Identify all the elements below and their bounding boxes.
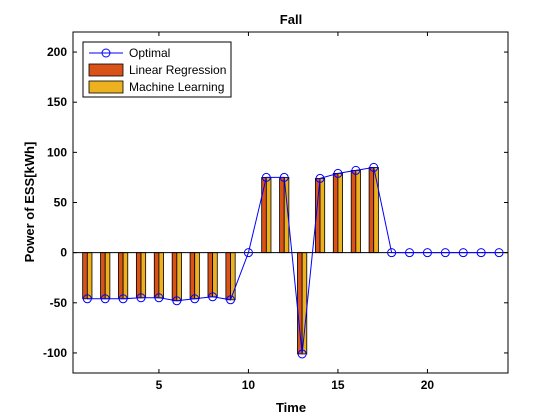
optimal-marker (458, 248, 468, 258)
linear-regression-bar (118, 252, 124, 300)
legend-label: Optimal (129, 46, 170, 60)
optimal-marker (118, 294, 128, 304)
y-tick-labels: -100 -50 0 50 100 150 200 (43, 45, 67, 360)
optimal-marker (351, 165, 361, 175)
legend-optimal-marker (101, 48, 111, 58)
machine-learning-bar (176, 252, 182, 302)
optimal-marker (476, 248, 486, 258)
machine-learning-bar (194, 252, 200, 300)
optimal-marker (208, 292, 218, 302)
y-tick-label: 0 (60, 246, 67, 260)
optimal-marker (100, 294, 110, 304)
machine-learning-bar (104, 252, 111, 300)
legend-machine-learning-swatch (88, 80, 124, 94)
chart-title: Fall (280, 12, 302, 27)
machine-learning-bar (212, 252, 218, 298)
machine-learning-bar (355, 170, 361, 254)
legend-linear-regression-swatch (88, 63, 124, 77)
optimal-marker (226, 295, 236, 305)
optimal-marker (369, 162, 379, 172)
linear-regression-bar (368, 166, 375, 254)
linear-regression-bar (207, 252, 214, 298)
x-tick-label: 20 (421, 378, 435, 392)
x-tick-label: 5 (156, 378, 163, 392)
optimal-marker (243, 248, 253, 258)
optimal-marker (315, 173, 325, 183)
linear-regression-bar (225, 252, 231, 301)
legend: Optimal Linear Regression Machine Learning (82, 41, 232, 98)
linear-regression-bar (189, 252, 196, 300)
x-axis-title: Time (276, 400, 306, 415)
y-axis-title: Power of ESS[kWh] (22, 142, 37, 263)
x-tick-label: 15 (331, 378, 345, 392)
y-tick-label: -50 (50, 296, 68, 310)
optimal-marker (154, 293, 164, 303)
y-tick-label: -100 (43, 346, 67, 360)
optimal-marker (172, 296, 182, 306)
optimal-marker (422, 248, 432, 258)
machine-learning-bar (140, 252, 147, 299)
optimal-marker (387, 248, 397, 258)
linear-regression-bar (153, 252, 160, 299)
optimal-marker (333, 168, 343, 178)
x-tick-labels: 5 10 15 20 (156, 378, 435, 392)
optimal-marker (494, 248, 504, 258)
linear-regression-bar (332, 173, 339, 254)
machine-learning-bar (319, 178, 326, 254)
machine-learning-bar (122, 252, 129, 300)
optimal-marker (82, 294, 92, 304)
optimal-marker (190, 294, 200, 304)
linear-regression-bar (135, 252, 142, 299)
optimal-marker (279, 172, 289, 182)
machine-learning-bar (301, 252, 308, 355)
linear-regression-bar (350, 170, 357, 254)
x-tick-label: 10 (242, 378, 256, 392)
linear-regression-bar (82, 252, 88, 300)
y-tick-label: 50 (54, 196, 68, 210)
machine-learning-bar (158, 252, 164, 299)
axes-group (72, 31, 509, 374)
optimal-marker (440, 248, 450, 258)
legend-label: Linear Regression (129, 63, 226, 77)
optimal-marker (297, 349, 307, 359)
y-tick-label: 200 (47, 45, 67, 59)
optimal-marker (405, 248, 415, 258)
linear-regression-bar (279, 177, 285, 254)
y-tick-label: 150 (47, 95, 67, 109)
optimal-series-group (82, 162, 504, 359)
optimal-marker (136, 293, 146, 303)
optimal-line (87, 166, 500, 354)
optimal-marker (261, 172, 271, 182)
linear-regression-bar (100, 252, 106, 300)
machine-learning-bar (86, 252, 93, 300)
linear-regression-bar (297, 252, 303, 355)
legend-label: Machine Learning (129, 80, 224, 94)
linear-regression-bar (171, 252, 178, 302)
y-tick-label: 100 (47, 145, 67, 159)
machine-learning-bar (265, 177, 272, 254)
machine-learning-bar (337, 173, 343, 254)
